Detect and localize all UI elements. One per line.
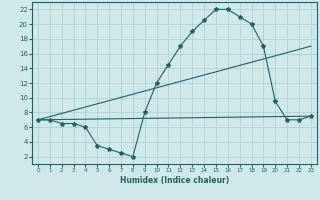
- X-axis label: Humidex (Indice chaleur): Humidex (Indice chaleur): [120, 176, 229, 185]
